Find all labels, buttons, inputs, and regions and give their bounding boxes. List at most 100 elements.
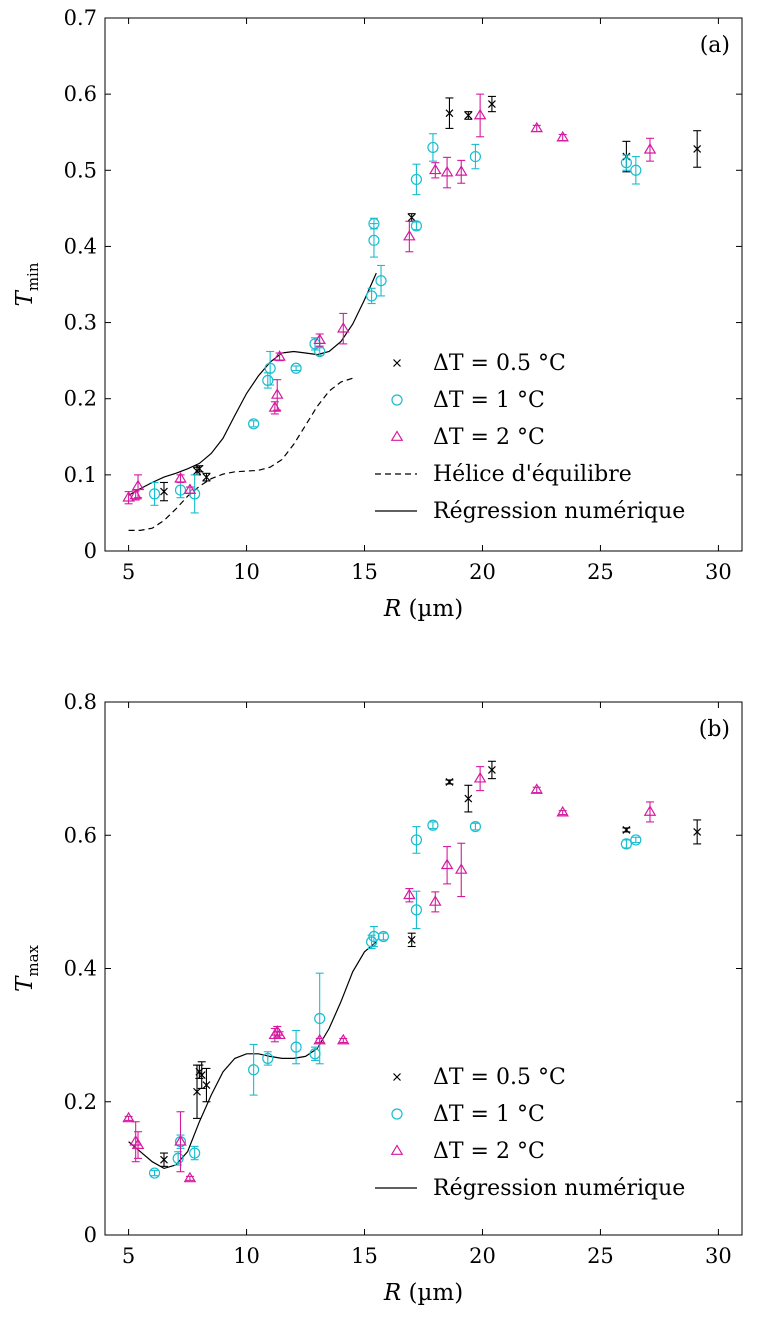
legend: ΔT = 0.5 °C ΔT = 1 °C ΔT = 2 °C Régression …	[375, 1065, 685, 1201]
data-point	[131, 479, 145, 491]
data-point	[407, 935, 416, 944]
data-point	[174, 484, 187, 496]
y-tick-label: 0.8	[64, 690, 97, 714]
data-point	[445, 109, 454, 118]
data-point	[429, 895, 442, 906]
y-axis-label: Tmax	[12, 944, 42, 992]
x-tick-label: 30	[705, 1244, 732, 1268]
legend-marker	[393, 1073, 401, 1081]
plot-frame	[104, 17, 743, 552]
data-point	[556, 805, 569, 817]
x-axis-label: R (µm)	[383, 1280, 463, 1306]
x-axis-label: R (µm)	[383, 596, 463, 622]
data-point	[487, 100, 496, 108]
helix-equilibrium-curve	[128, 377, 353, 531]
data-point	[290, 1041, 302, 1053]
series-circle	[148, 133, 642, 514]
data-point	[313, 333, 326, 344]
data-point	[195, 464, 204, 473]
data-point	[174, 471, 187, 483]
series-cross	[159, 95, 702, 502]
series-triangle	[122, 93, 657, 505]
data-point	[160, 487, 168, 496]
y-tick-label: 0.6	[64, 82, 97, 106]
data-point	[440, 165, 454, 177]
series-circle	[148, 819, 642, 1179]
legend: ΔT = 0.5 °C ΔT = 1 °C ΔT = 2 °C Hélice d'éq…	[375, 351, 685, 524]
numerical-regression-curve	[128, 272, 377, 496]
data-point	[273, 1028, 286, 1040]
data-point	[620, 157, 632, 169]
y-tick-label: 0.1	[64, 463, 97, 487]
legend-label: Régression numérique	[433, 499, 685, 524]
x-tick-label: 25	[587, 560, 614, 584]
legend-label: ΔT = 1 °C	[433, 1102, 545, 1127]
y-tick-label: 0.3	[64, 311, 97, 335]
y-axis-label: Tmin	[12, 262, 42, 306]
data-point	[630, 834, 642, 846]
plot-frame	[104, 701, 743, 1236]
data-point	[622, 825, 631, 834]
data-point	[530, 783, 544, 794]
x-tick-label: 10	[233, 1244, 260, 1268]
data-point	[440, 858, 454, 870]
data-point	[693, 145, 702, 153]
series-cross	[159, 760, 702, 1167]
y-tick-label: 0.4	[64, 234, 97, 258]
legend-marker	[391, 1108, 403, 1120]
data-point	[429, 163, 442, 175]
data-point	[530, 121, 544, 133]
data-point	[148, 488, 161, 500]
data-point	[248, 1064, 260, 1076]
data-point	[368, 217, 380, 230]
data-point	[314, 1012, 326, 1025]
legend-label: ΔT = 2 °C	[433, 425, 545, 450]
x-tick-label: 20	[469, 1244, 496, 1268]
data-point	[148, 1167, 161, 1179]
chart-panel-1: 5 10 15 20 25 30 0 0.1 0.2 0.3 0.4 0.5 0.6 0.7 R (µm) T…	[12, 6, 743, 622]
x-tick-label: 5	[122, 560, 135, 584]
data-point	[122, 1111, 135, 1123]
x-tick-label: 15	[351, 1244, 378, 1268]
x-tick-label: 15	[351, 560, 378, 584]
legend-label: Hélice d'équilibre	[433, 462, 632, 487]
y-tick-label: 0.2	[64, 1090, 97, 1114]
data-point	[410, 173, 423, 186]
y-tick-label: 0.5	[64, 158, 97, 182]
data-point	[427, 819, 439, 831]
data-point	[487, 766, 496, 774]
legend-marker	[390, 1144, 404, 1155]
legend-marker	[390, 430, 404, 441]
legend-marker	[391, 394, 403, 406]
chart-panel-2: 5 10 15 20 25 30 0 0.2 0.4 0.6 0.8 R (µm) Tmax (b) ΔT …	[12, 690, 743, 1306]
x-tick-label: 25	[587, 1244, 614, 1268]
data-point	[183, 483, 197, 494]
x-tick-label: 5	[122, 1244, 135, 1268]
data-point	[337, 321, 350, 333]
data-point	[172, 1152, 184, 1164]
data-point	[183, 1171, 197, 1183]
data-point	[473, 771, 487, 783]
data-point	[454, 165, 468, 176]
data-point	[273, 350, 286, 361]
data-point	[473, 108, 487, 120]
y-tick-label: 0.2	[64, 387, 97, 411]
legend-label: Régression numérique	[433, 1176, 685, 1201]
data-point	[643, 805, 657, 816]
data-point	[368, 234, 380, 246]
y-tick-label: 0.6	[64, 823, 97, 847]
x-tick-label: 20	[469, 560, 496, 584]
data-point	[630, 164, 642, 176]
panel-label: (a)	[700, 33, 730, 58]
x-tick-label: 10	[233, 560, 260, 584]
data-point	[375, 275, 387, 287]
panel-label: (b)	[699, 717, 730, 742]
data-point	[464, 794, 473, 803]
data-point	[407, 213, 416, 222]
data-point	[410, 220, 423, 232]
legend-label: ΔT = 2 °C	[433, 1139, 545, 1164]
data-point	[620, 838, 632, 850]
y-tick-label: 0	[84, 539, 97, 563]
data-point	[377, 930, 389, 943]
